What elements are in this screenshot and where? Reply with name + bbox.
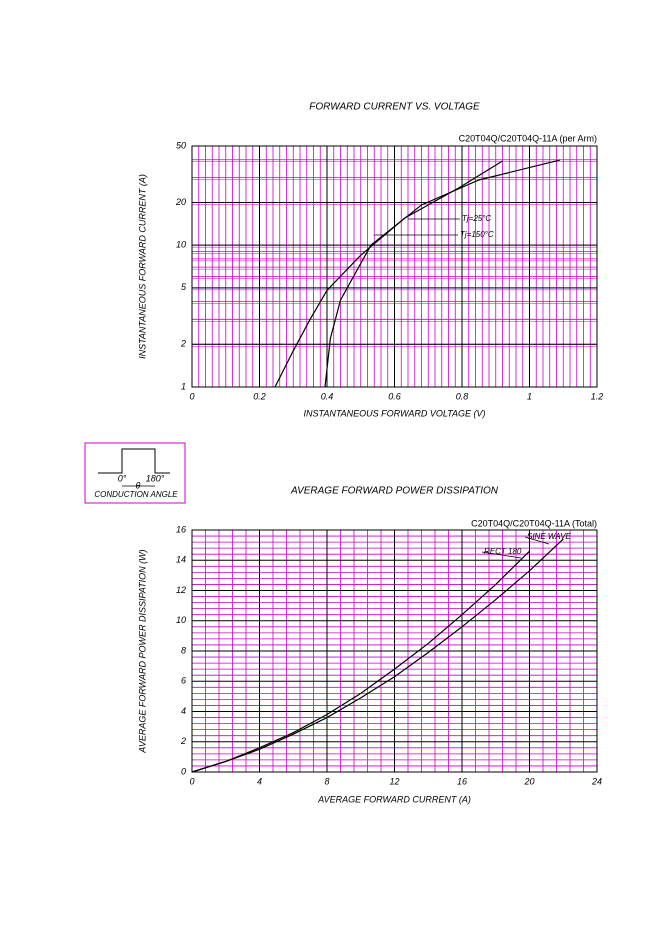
y-tick-label: 16 [176,524,186,534]
y-tick-label: 2 [180,736,186,746]
inset-angle: θ [136,480,141,490]
x-axis-label: INSTANTANEOUS FORWARD VOLTAGE (V) [303,408,485,418]
inset-caption: CONDUCTION ANGLE [94,490,178,499]
x-tick-label: 0 [189,776,194,786]
series-line [191,550,530,773]
inset-frame [84,442,186,504]
label-leader [524,536,550,545]
y-tick-label: 14 [176,555,186,565]
waveform [98,448,170,474]
y-tick-label: 2 [180,339,186,349]
y-axis-label: INSTANTANEOUS FORWARD CURRENT (A) [137,174,147,359]
y-tick-label: 12 [176,585,186,595]
series-line [191,538,564,773]
x-tick-label: 1 [527,391,532,401]
series-label: SINE WAVE [527,532,572,541]
y-tick-label: 10 [176,240,186,250]
y-tick-label: 6 [181,676,186,686]
inset-start: 0° [118,473,127,483]
chart-title: AVERAGE FORWARD POWER DISSIPATION [290,486,499,497]
inset-end: 180° [146,473,165,483]
conduction-inset: 0° 180° θ CONDUCTION ANGLE [84,442,186,504]
x-axis-label: AVERAGE FORWARD CURRENT (A) [317,794,471,804]
chart-title: FORWARD CURRENT VS. VOLTAGE [309,102,480,113]
series-label: Tj=25°C [462,214,491,223]
x-tick-label: 0.2 [253,391,266,401]
y-tick-label: 20 [175,197,186,207]
x-tick-label: 24 [591,776,602,786]
y-axis-label: AVERAGE FORWARD POWER DISSIPATION (W) [137,549,147,753]
x-tick-label: 0.6 [388,391,401,401]
y-tick-label: 1 [181,381,186,391]
x-tick-label: 8 [324,776,329,786]
x-tick-label: 20 [523,776,534,786]
y-tick-label: 10 [176,615,186,625]
chart-subtitle: C20T04Q/C20T04Q-11A (per Arm) [459,133,597,143]
x-tick-label: 12 [389,776,399,786]
x-tick-label: 0.8 [456,391,469,401]
chart-subtitle: C20T04Q/C20T04Q-11A (Total) [471,518,597,528]
y-tick-label: 50 [176,140,186,150]
y-tick-label: 4 [181,706,186,716]
x-tick-label: 1.2 [591,391,604,401]
y-tick-label: 8 [181,645,186,655]
label-leader [481,551,522,559]
series-line [324,159,561,388]
y-tick-label: 0 [181,766,186,776]
series-label: Tj=150°C [460,230,494,239]
x-tick-label: 16 [457,776,467,786]
x-tick-label: 0 [189,391,194,401]
series-label: RECT 180 [484,547,522,556]
x-tick-label: 0.4 [321,391,334,401]
y-tick-label: 5 [181,282,187,292]
plot-frame [191,145,598,388]
x-tick-label: 4 [257,776,262,786]
plot-frame [191,529,598,773]
